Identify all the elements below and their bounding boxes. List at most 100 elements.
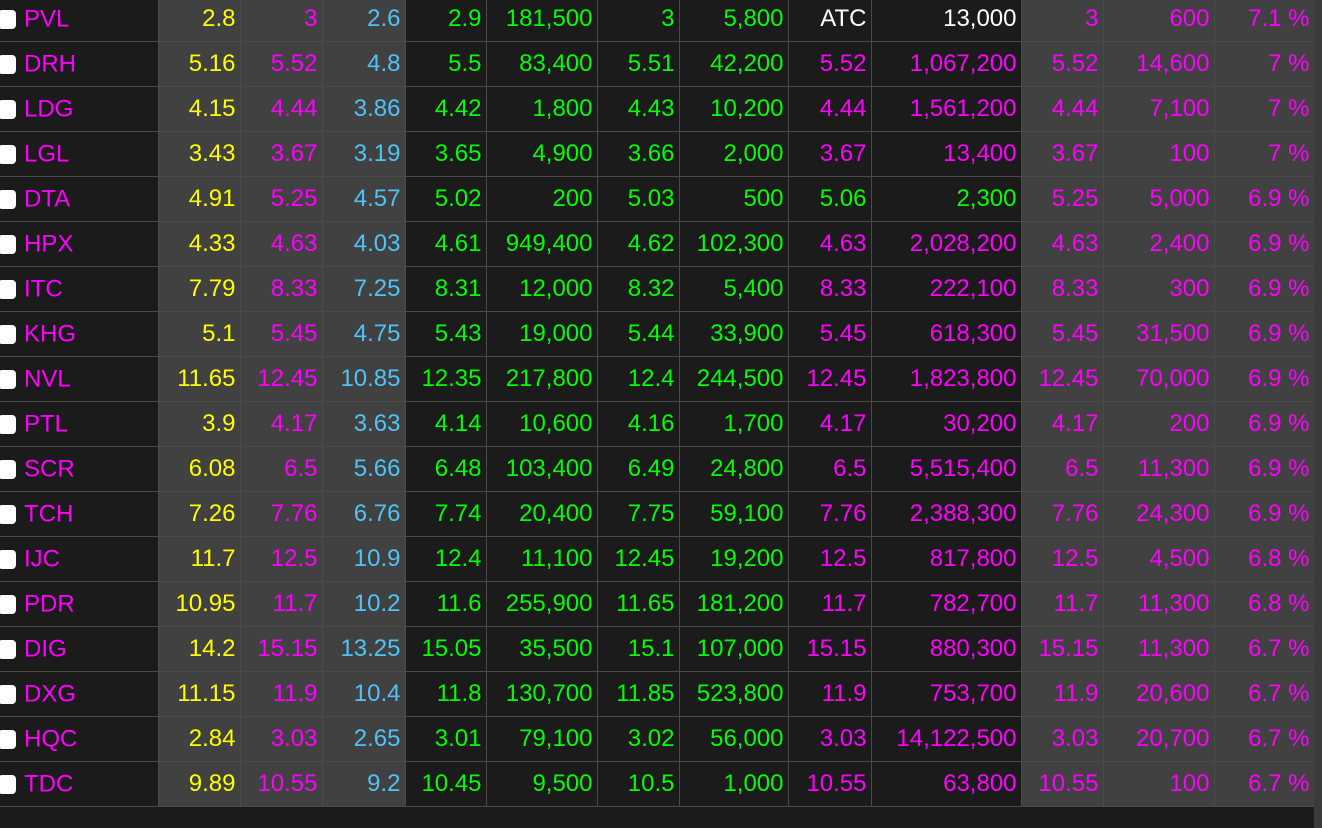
table-row[interactable]: LGL 3.43 3.67 3.19 3.65 4,900 3.66 2,000 3.67 13,… (0, 131, 1315, 177)
symbol-cell[interactable]: SCR (0, 446, 159, 492)
ceiling-price: 5.25 (239, 176, 323, 222)
row-checkbox[interactable] (0, 729, 16, 749)
stock-symbol[interactable]: NVL (24, 365, 71, 393)
bid-volume: 35,500 (485, 626, 598, 672)
table-row[interactable]: KHG 5.1 5.45 4.75 5.43 19,000 5.44 33,900 5.45 61… (0, 311, 1315, 357)
high-volume: 20,600 (1102, 671, 1215, 717)
symbol-cell[interactable]: HQC (0, 716, 159, 762)
stock-symbol[interactable]: HQC (24, 725, 78, 753)
row-checkbox[interactable] (0, 639, 16, 659)
stock-symbol[interactable]: ITC (24, 275, 63, 303)
table-row[interactable]: DTA 4.91 5.25 4.57 5.02 200 5.03 500 5.06 2,300 5.… (0, 176, 1315, 222)
high-price: 3 (1020, 0, 1104, 42)
stock-symbol[interactable]: DRH (24, 50, 76, 78)
symbol-cell[interactable]: LGL (0, 131, 159, 177)
scrollbar-track[interactable] (1314, 0, 1322, 828)
stock-symbol[interactable]: LDG (24, 95, 74, 123)
stock-symbol[interactable]: TDC (24, 770, 74, 798)
row-checkbox[interactable] (0, 324, 16, 344)
bid-volume: 19,000 (485, 311, 598, 357)
match-volume: 817,800 (870, 536, 1022, 582)
stock-symbol[interactable]: PTL (24, 410, 69, 438)
table-row[interactable]: SCR 6.08 6.5 5.66 6.48 103,400 6.49 24,800 6.5 5,… (0, 446, 1315, 492)
floor-price: 10.85 (321, 356, 406, 402)
symbol-cell[interactable]: ITC (0, 266, 159, 312)
row-checkbox[interactable] (0, 369, 16, 389)
symbol-cell[interactable]: PTL (0, 401, 159, 447)
table-row[interactable]: ITC 7.79 8.33 7.25 8.31 12,000 8.32 5,400 8.33 22… (0, 266, 1315, 312)
row-checkbox[interactable] (0, 414, 16, 434)
row-checkbox[interactable] (0, 99, 16, 119)
ceiling-price: 3 (239, 0, 323, 42)
ceiling-price: 4.17 (239, 401, 323, 447)
table-row[interactable]: DIG 14.2 15.15 13.25 15.05 35,500 15.1 107,000 1… (0, 626, 1315, 672)
stock-symbol[interactable]: KHG (24, 320, 77, 348)
match-volume: 2,300 (870, 176, 1022, 222)
stock-symbol[interactable]: TCH (24, 500, 74, 528)
row-checkbox[interactable] (0, 774, 16, 794)
table-row[interactable]: DRH 5.16 5.52 4.8 5.5 83,400 5.51 42,200 5.52 1,0… (0, 41, 1315, 87)
ceiling-price: 15.15 (239, 626, 323, 672)
symbol-cell[interactable]: HPX (0, 221, 159, 267)
symbol-cell[interactable]: LDG (0, 86, 159, 132)
table-row[interactable]: PDR 10.95 11.7 10.2 11.6 255,900 11.65 181,200 1… (0, 581, 1315, 627)
row-checkbox[interactable] (0, 684, 16, 704)
row-checkbox[interactable] (0, 54, 16, 74)
symbol-cell[interactable]: TCH (0, 491, 159, 537)
table-row[interactable]: IJC 11.7 12.5 10.9 12.4 11,100 12.45 19,200 12.5… (0, 536, 1315, 582)
floor-price: 13.25 (321, 626, 406, 672)
row-checkbox[interactable] (0, 459, 16, 479)
table-row[interactable]: NVL 11.65 12.45 10.85 12.35 217,800 12.4 244,50… (0, 356, 1315, 402)
stock-symbol[interactable]: LGL (24, 140, 70, 168)
stock-symbol[interactable]: DTA (24, 185, 71, 213)
symbol-cell[interactable]: KHG (0, 311, 159, 357)
stock-symbol[interactable]: DIG (24, 635, 67, 663)
change-percent: 6.9 % (1213, 446, 1315, 492)
row-checkbox[interactable] (0, 279, 16, 299)
symbol-cell[interactable]: DTA (0, 176, 159, 222)
table-row[interactable]: LDG 4.15 4.44 3.86 4.42 1,800 4.43 10,200 4.44 1,… (0, 86, 1315, 132)
symbol-cell[interactable]: DRH (0, 41, 159, 87)
ask-volume: 107,000 (678, 626, 789, 672)
symbol-cell[interactable]: PVL (0, 0, 159, 42)
floor-price: 6.76 (321, 491, 406, 537)
table-row[interactable]: HQC 2.84 3.03 2.65 3.01 79,100 3.02 56,000 3.03 1… (0, 716, 1315, 762)
row-checkbox[interactable] (0, 504, 16, 524)
row-checkbox[interactable] (0, 189, 16, 209)
stock-symbol[interactable]: HPX (24, 230, 74, 258)
table-row[interactable]: PTL 3.9 4.17 3.63 4.14 10,600 4.16 1,700 4.17 30,… (0, 401, 1315, 447)
row-checkbox[interactable] (0, 144, 16, 164)
floor-price: 4.03 (321, 221, 406, 267)
ask-volume: 1,000 (678, 761, 789, 807)
table-row[interactable]: TDC 9.89 10.55 9.2 10.45 9,500 10.5 1,000 10.55 6… (0, 761, 1315, 807)
symbol-cell[interactable]: DXG (0, 671, 159, 717)
symbol-cell[interactable]: PDR (0, 581, 159, 627)
symbol-cell[interactable]: IJC (0, 536, 159, 582)
stock-symbol[interactable]: DXG (24, 680, 77, 708)
row-checkbox[interactable] (0, 9, 16, 29)
table-row[interactable]: PVL 2.8 3 2.6 2.9 181,500 3 5,800 ATC 13,000 3 600 7… (0, 0, 1315, 42)
match-price: 4.17 (787, 401, 872, 447)
stock-symbol[interactable]: SCR (24, 455, 75, 483)
stock-symbol[interactable]: PDR (24, 590, 75, 618)
symbol-cell[interactable]: TDC (0, 761, 159, 807)
bid-volume: 12,000 (485, 266, 598, 312)
high-price: 12.5 (1020, 536, 1104, 582)
stock-symbol[interactable]: IJC (24, 545, 60, 573)
table-row[interactable]: DXG 11.15 11.9 10.4 11.8 130,700 11.85 523,800 1… (0, 671, 1315, 717)
bid-volume: 9,500 (485, 761, 598, 807)
symbol-cell[interactable]: NVL (0, 356, 159, 402)
bid-price: 4.61 (404, 221, 487, 267)
reference-price: 4.91 (157, 176, 241, 222)
high-volume: 600 (1102, 0, 1215, 42)
stock-symbol[interactable]: PVL (24, 5, 70, 33)
floor-price: 9.2 (321, 761, 406, 807)
match-price: 12.5 (787, 536, 872, 582)
symbol-cell[interactable]: DIG (0, 626, 159, 672)
ask-price: 5.44 (596, 311, 680, 357)
row-checkbox[interactable] (0, 234, 16, 254)
row-checkbox[interactable] (0, 594, 16, 614)
row-checkbox[interactable] (0, 549, 16, 569)
table-row[interactable]: HPX 4.33 4.63 4.03 4.61 949,400 4.62 102,300 4.6… (0, 221, 1315, 267)
table-row[interactable]: TCH 7.26 7.76 6.76 7.74 20,400 7.75 59,100 7.76 2… (0, 491, 1315, 537)
